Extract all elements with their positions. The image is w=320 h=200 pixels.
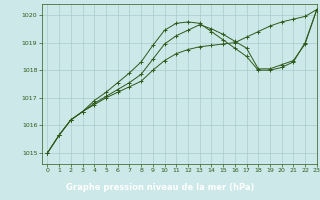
- Text: Graphe pression niveau de la mer (hPa): Graphe pression niveau de la mer (hPa): [66, 182, 254, 192]
